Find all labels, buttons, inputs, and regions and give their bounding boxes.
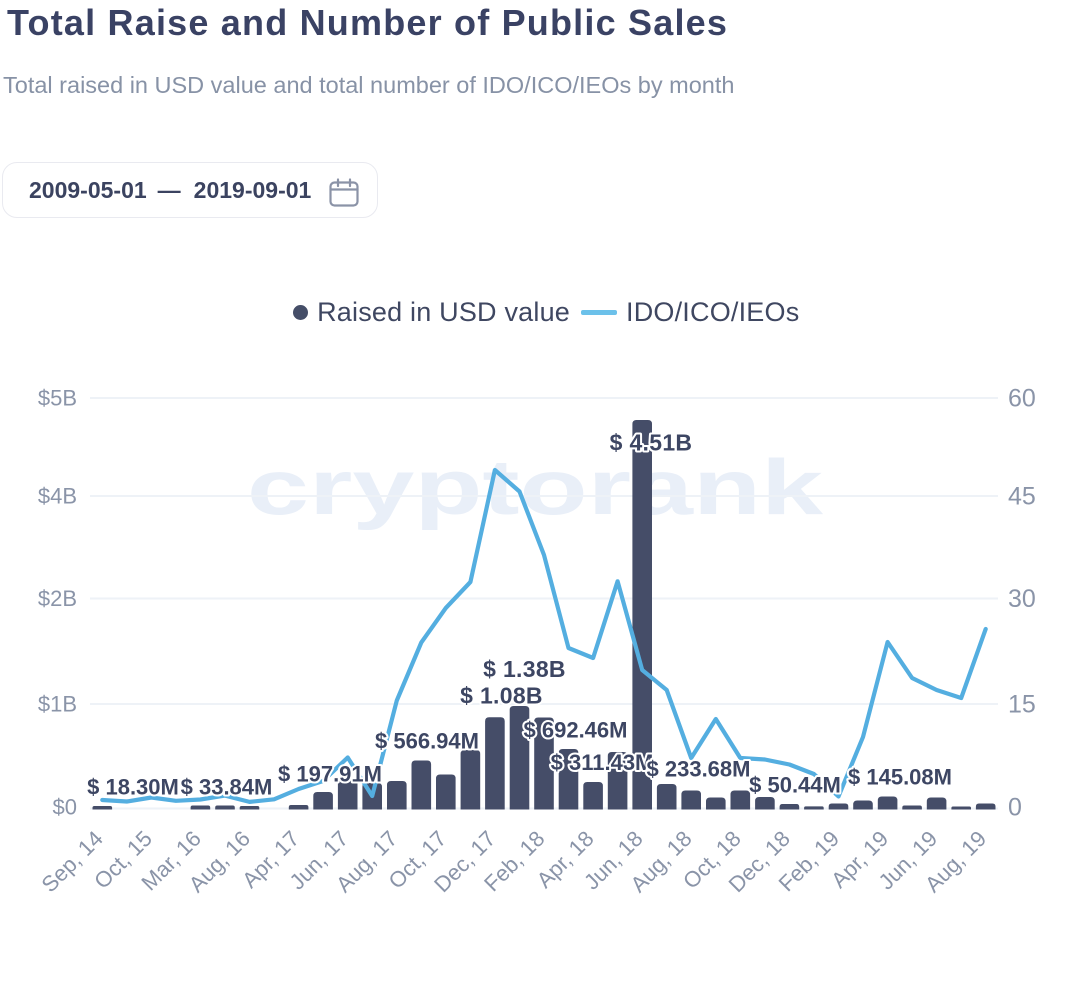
svg-text:$ 145.08M: $ 145.08M	[848, 765, 952, 790]
svg-text:$ 233.68M: $ 233.68M	[647, 757, 751, 782]
svg-text:$ 692.46M: $ 692.46M	[524, 718, 628, 743]
svg-text:45: 45	[1008, 483, 1036, 511]
svg-text:$ 566.94M: $ 566.94M	[375, 729, 479, 754]
svg-text:$ 197.91M: $ 197.91M	[278, 762, 382, 787]
svg-text:$ 33.84M: $ 33.84M	[181, 775, 273, 800]
svg-text:15: 15	[1008, 691, 1036, 719]
svg-text:$1B: $1B	[38, 692, 77, 717]
svg-text:$2B: $2B	[38, 586, 77, 611]
svg-text:$ 311.43M: $ 311.43M	[551, 750, 654, 775]
svg-text:0: 0	[1008, 794, 1022, 822]
svg-text:$ 1.38B: $ 1.38B	[483, 656, 566, 682]
svg-text:60: 60	[1008, 385, 1036, 413]
svg-text:$0: $0	[53, 795, 77, 820]
svg-text:$5B: $5B	[38, 386, 77, 411]
svg-text:$ 50.44M: $ 50.44M	[749, 773, 841, 798]
svg-text:$ 1.08B: $ 1.08B	[460, 683, 543, 709]
svg-text:$4B: $4B	[38, 484, 77, 509]
svg-text:$ 18.30M: $ 18.30M	[87, 775, 179, 800]
svg-text:$ 4.51B: $ 4.51B	[610, 430, 693, 456]
svg-text:cryptorank: cryptorank	[247, 443, 824, 531]
svg-text:30: 30	[1008, 585, 1036, 613]
